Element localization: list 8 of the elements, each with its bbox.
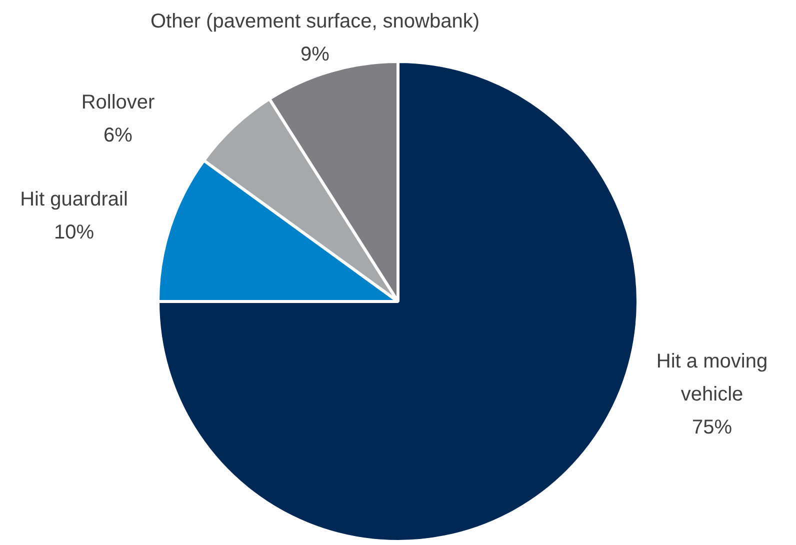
slice-label: Hit guardrail (20, 188, 128, 211)
slice-label: Rollover (81, 92, 156, 114)
slice-label: Hit a moving vehicle (656, 350, 768, 406)
data-label: 75% (692, 416, 732, 439)
data-label: 10% (54, 222, 94, 244)
data-label: 6% (104, 124, 133, 147)
slice-label: Other (pavement surface, snowbank) (150, 10, 480, 33)
data-label: 9% (300, 44, 330, 66)
